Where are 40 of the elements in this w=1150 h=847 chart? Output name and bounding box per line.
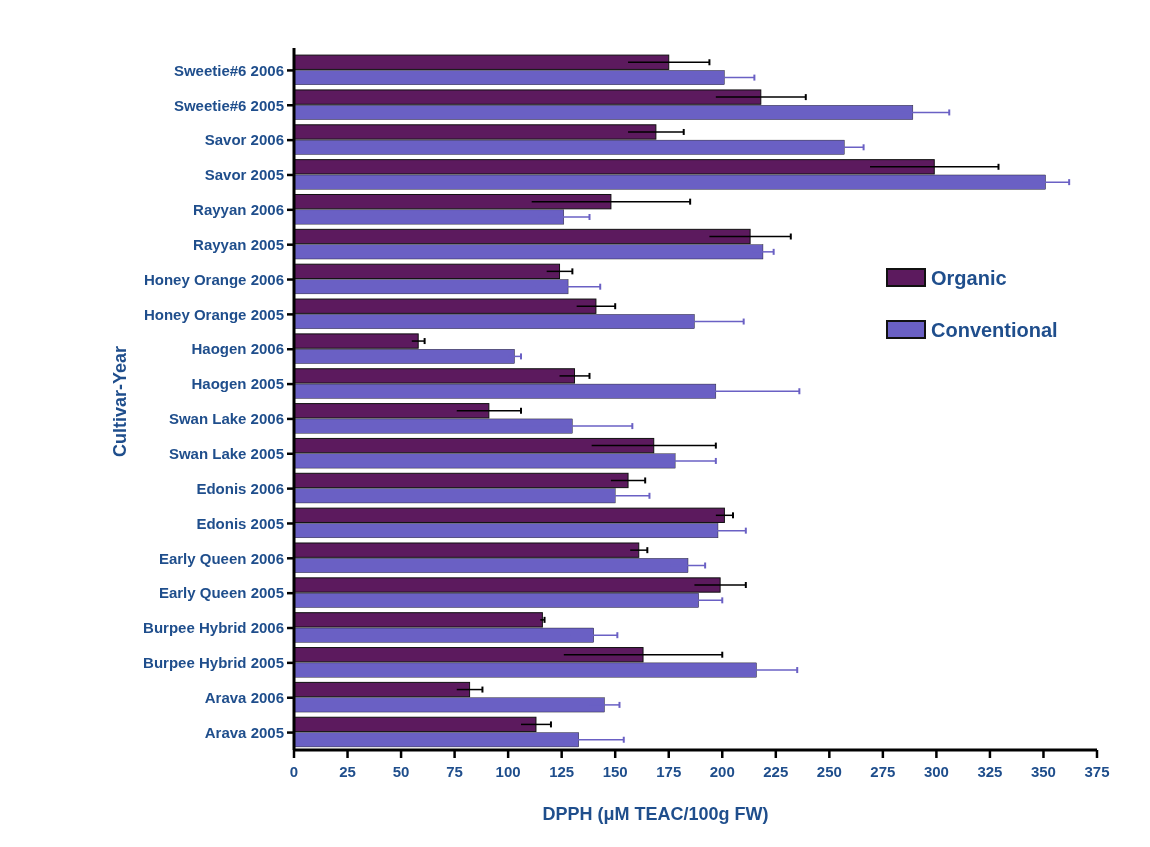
y-axis-title: Cultivar-Year <box>110 345 130 458</box>
y-tick-label: Swan Lake 2005 <box>168 445 284 463</box>
y-tick-label: Sweetie#6 2006 <box>173 61 284 79</box>
x-tick-label: 375 <box>1084 763 1110 780</box>
x-axis-title: DPPH (μM TEAC/100g FW) <box>542 804 769 824</box>
x-tick-label: 200 <box>709 763 735 780</box>
y-tick-label: Savor 2005 <box>204 166 284 184</box>
y-tick-label: Swan Lake 2006 <box>168 410 284 428</box>
x-tick-label: 300 <box>923 763 949 780</box>
x-tick-label: 25 <box>339 763 356 780</box>
x-tick-label: 350 <box>1030 763 1056 780</box>
y-tick-label: Burpee Hybrid 2005 <box>143 654 284 672</box>
x-tick-label: 175 <box>656 763 682 780</box>
legend-label: Organic <box>931 267 1007 289</box>
y-tick-label: Rayyan 2006 <box>193 201 284 219</box>
y-tick-label: Haogen 2006 <box>191 340 284 358</box>
x-tick-label: 50 <box>392 763 410 780</box>
y-tick-label: Rayyan 2005 <box>193 235 284 253</box>
x-tick-label: 275 <box>870 763 896 780</box>
y-tick-label: Arava 2005 <box>204 723 284 741</box>
y-tick-label: Honey Orange 2006 <box>143 270 284 288</box>
y-tick-label: Sweetie#6 2005 <box>173 96 284 114</box>
y-tick-label: Early Queen 2006 <box>158 549 284 567</box>
x-tick-label: 325 <box>977 763 1003 780</box>
y-tick-label: Edonis 2006 <box>196 479 284 497</box>
y-tick-label: Edonis 2005 <box>196 514 284 532</box>
y-tick-label: Early Queen 2005 <box>158 584 284 602</box>
y-tick-label: Savor 2006 <box>204 131 284 149</box>
x-tick-label: 125 <box>549 763 575 780</box>
y-tick-label: Arava 2006 <box>204 688 284 706</box>
y-tick-label: Burpee Hybrid 2006 <box>143 619 284 637</box>
x-tick-label: 225 <box>763 763 789 780</box>
x-tick-label: 150 <box>602 763 628 780</box>
x-tick-label: 100 <box>495 763 521 780</box>
x-tick-label: 75 <box>446 763 463 780</box>
x-tick-label: 0 <box>289 763 299 780</box>
y-tick-label: Honey Orange 2005 <box>143 305 284 323</box>
x-tick-label: 250 <box>816 763 842 780</box>
legend-label: Conventional <box>931 319 1058 341</box>
y-tick-label: Haogen 2005 <box>191 375 284 393</box>
